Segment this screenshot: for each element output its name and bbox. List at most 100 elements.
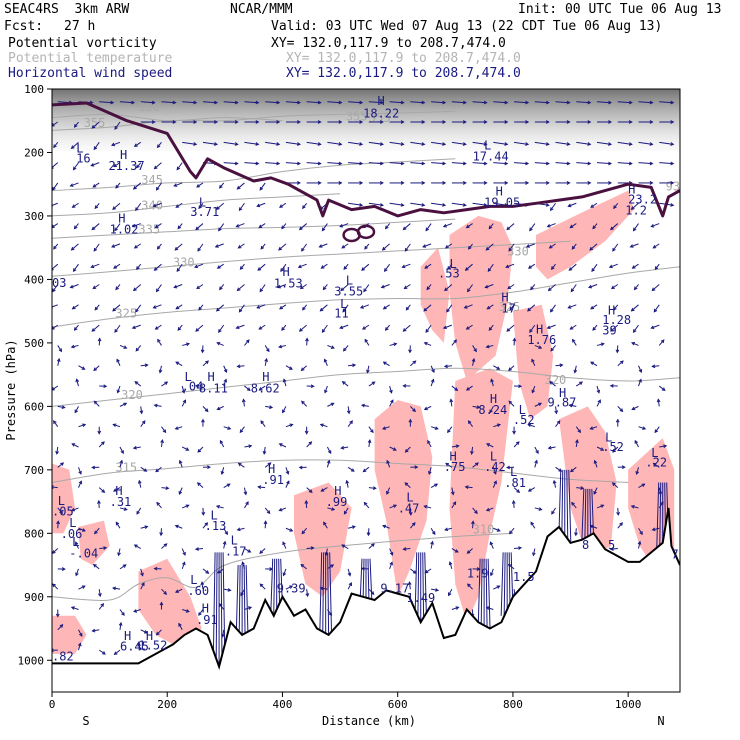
- wind-vector-head: [298, 465, 303, 470]
- wind-speed-label: L: [210, 508, 217, 522]
- wind-vector-head: [431, 531, 436, 536]
- wind-vector-head: [488, 225, 493, 230]
- axes: 0 200 400 600 800 100010020030040050060070080…: [18, 83, 642, 711]
- wind-vector-head: [600, 447, 605, 451]
- wind-speed-label: H: [501, 291, 508, 305]
- wind-vector-head: [384, 225, 389, 230]
- wind-vector-head: [260, 245, 265, 250]
- wind-vector-head: [632, 227, 637, 232]
- wind-vector-head: [609, 384, 614, 388]
- wind-vector-head: [362, 468, 367, 473]
- wind-vector-head: [652, 244, 657, 249]
- wind-vector-head: [204, 408, 209, 413]
- wind-vector-head: [222, 540, 227, 545]
- wind-vector: [161, 426, 166, 433]
- wind-vector-head: [156, 245, 161, 250]
- wind-vector-head: [72, 268, 77, 273]
- wind-vector-head: [570, 288, 575, 293]
- wind-speed-label: 16: [76, 152, 90, 166]
- wind-vector-head: [448, 592, 452, 597]
- downward-wind-vector: [273, 558, 276, 616]
- wind-vector-head: [628, 142, 633, 146]
- wind-vector-head: [546, 325, 551, 329]
- wind-speed-label: H: [628, 183, 635, 197]
- wind-vector-head: [525, 161, 530, 166]
- wind-vector-head: [359, 181, 364, 185]
- wind-vector: [593, 487, 598, 495]
- wind-vector: [196, 284, 204, 289]
- wind-vector-head: [327, 450, 332, 455]
- wind-vector-head: [185, 447, 190, 451]
- wind-vector: [410, 568, 417, 574]
- wind-vector: [306, 547, 314, 550]
- wind-vector: [281, 324, 287, 331]
- wind-vector: [610, 548, 618, 550]
- wind-speed-label: H: [450, 449, 457, 463]
- wind-vector-head: [348, 582, 352, 587]
- wind-vector-head: [132, 445, 137, 450]
- wind-vector-head: [400, 203, 405, 207]
- wind-speed-label: 17: [501, 301, 515, 315]
- wind-vector: [98, 589, 101, 597]
- wind-vector-head: [639, 531, 643, 536]
- wind-speed-label: L: [185, 370, 192, 384]
- wind-vector-head: [379, 120, 384, 124]
- wind-vector: [98, 603, 104, 610]
- wind-vector-head: [194, 384, 199, 388]
- wind-vector-head: [246, 387, 251, 392]
- wind-vector: [71, 141, 79, 149]
- wind-vector: [174, 243, 183, 251]
- wind-vector-head: [92, 184, 97, 188]
- theta-contour-350: [52, 113, 283, 122]
- wind-vector-head: [304, 499, 309, 504]
- wind-vector: [555, 141, 570, 145]
- wind-vector-head: [363, 288, 367, 293]
- wind-vector-head: [194, 547, 199, 551]
- wind-vector: [506, 324, 515, 332]
- wind-speed-label: H: [536, 322, 543, 336]
- wind-vector: [633, 324, 639, 333]
- wind-vector-head: [400, 161, 405, 166]
- wind-speed-label: L: [199, 195, 206, 209]
- theta-label: 350: [138, 100, 160, 114]
- wind-vector-head: [296, 161, 301, 166]
- wind-vector-head: [256, 305, 261, 309]
- wind-vector: [258, 223, 266, 228]
- wind-vector-head: [137, 479, 142, 484]
- wind-vector: [534, 507, 542, 511]
- wind-vector-head: [144, 363, 149, 368]
- wind-vector-head: [421, 203, 426, 207]
- wind-vector-head: [484, 284, 489, 289]
- wind-vector-head: [408, 418, 413, 423]
- wind-vector-head: [670, 142, 675, 146]
- wind-vector: [181, 562, 186, 570]
- wind-vector: [652, 243, 660, 249]
- wind-vector: [175, 588, 183, 593]
- wind-vector-head: [670, 100, 675, 105]
- wind-vector-head: [196, 285, 200, 290]
- wind-vector: [140, 582, 145, 590]
- pv-contour: [52, 101, 680, 243]
- wind-vector-head: [630, 206, 635, 211]
- wind-vector-head: [443, 364, 448, 369]
- wind-vector-head: [263, 520, 268, 525]
- wind-vector-head: [593, 459, 598, 464]
- wind-vector-head: [176, 166, 181, 171]
- wind-speed-label: 3.71: [190, 205, 219, 219]
- wind-vector-head: [403, 285, 408, 290]
- wind-vector-head: [526, 307, 531, 312]
- wind-vector: [632, 263, 639, 269]
- wind-vector-head: [153, 403, 158, 408]
- wind-vector-head: [349, 420, 353, 425]
- wind-vector: [114, 223, 121, 231]
- wind-speed-label: .91: [262, 473, 284, 487]
- wind-vector: [505, 263, 515, 268]
- wind-vector-head: [91, 226, 96, 231]
- wind-vector-head: [411, 522, 416, 526]
- wind-vector: [368, 426, 374, 433]
- wind-vector: [431, 162, 446, 165]
- wind-speed-label: H: [202, 602, 209, 616]
- wind-vector: [385, 324, 391, 331]
- wind-vector-head: [136, 510, 140, 515]
- wind-vector: [631, 505, 639, 509]
